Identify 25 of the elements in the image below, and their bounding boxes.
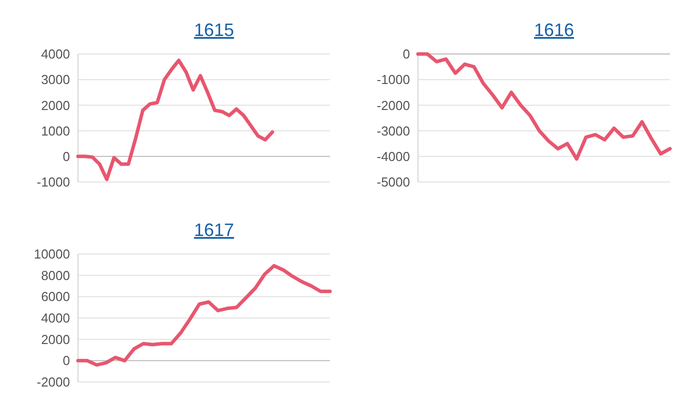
y-tick-label: -5000 [376,174,410,190]
chart-title: 1616 [534,20,574,40]
y-tick-label: 0 [62,353,70,368]
y-tick-label: -1000 [376,72,410,88]
y-tick-label: -2000 [376,98,410,113]
y-tick-label: 6000 [41,289,70,304]
y-tick-label: 3000 [41,72,70,88]
chart-title: 1617 [194,220,234,240]
y-tick-label: 2000 [41,98,70,113]
y-tick-label: -4000 [376,148,410,164]
y-tick-label: 2000 [41,332,70,347]
line-series [416,52,672,161]
chart-title: 1615 [194,20,234,40]
y-tick-label: 8000 [41,268,70,283]
line-series [76,58,274,182]
y-tick-label: -2000 [36,374,70,390]
y-tick-label: 4000 [41,310,70,326]
y-tick-label: -1000 [36,174,70,190]
y-tick-label: -3000 [376,123,410,138]
y-tick-label: 1000 [41,123,70,138]
y-tick-label: 0 [62,148,70,164]
line-series [76,264,332,367]
y-tick-label: 10000 [34,246,70,262]
y-tick-label: 4000 [41,46,70,62]
y-tick-label: 0 [402,46,410,62]
